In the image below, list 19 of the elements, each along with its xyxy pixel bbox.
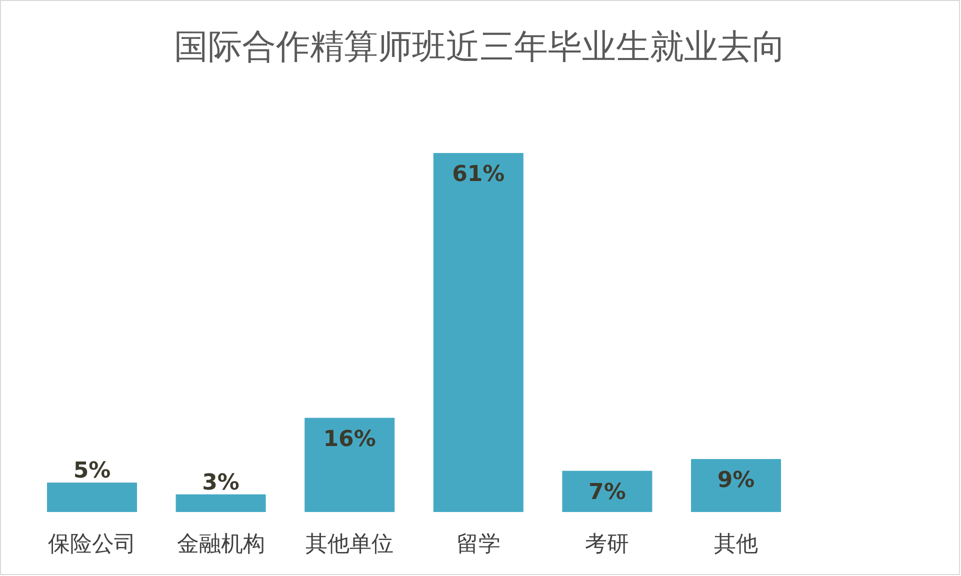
data-label: 9%	[717, 468, 755, 494]
x-tick-label: 其他单位	[306, 532, 394, 557]
data-label: 7%	[588, 480, 626, 505]
bar	[562, 470, 652, 512]
bar	[691, 459, 781, 512]
bar	[176, 494, 266, 512]
x-tick-label: 金融机构	[176, 532, 265, 557]
x-tick-label: 其他	[714, 532, 758, 557]
bar	[433, 153, 524, 512]
x-tick-label: 考研	[585, 532, 630, 557]
data-label: 3%	[202, 470, 240, 496]
x-tick-label: 留学	[456, 532, 500, 557]
x-tick-label: 保险公司	[48, 532, 136, 557]
chart-title: 国际合作精算师班近三年毕业生就业去向	[174, 27, 786, 67]
data-label: 61%	[452, 162, 505, 187]
bar	[304, 418, 395, 512]
data-label: 16%	[323, 426, 376, 452]
data-label: 5%	[73, 458, 111, 484]
bar	[47, 482, 137, 512]
